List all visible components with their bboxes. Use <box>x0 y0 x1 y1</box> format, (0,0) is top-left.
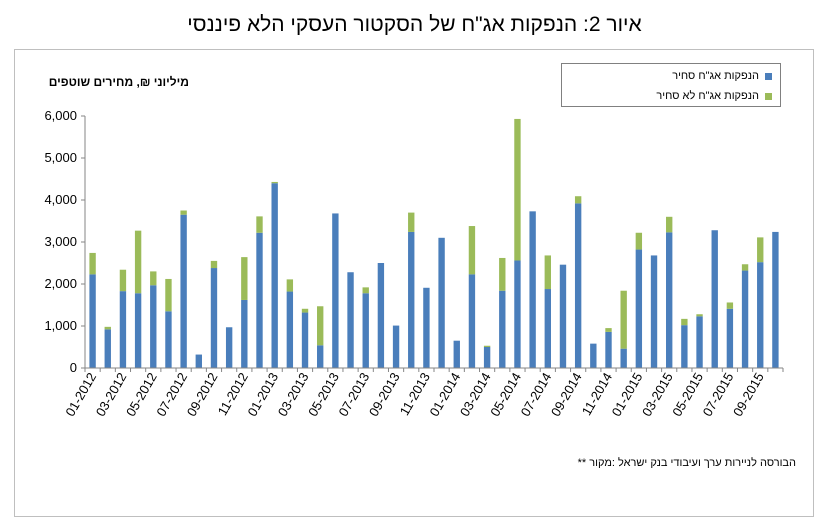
bar-traded <box>150 285 157 368</box>
bar-traded <box>605 331 612 368</box>
bar-traded <box>666 232 673 368</box>
bar-traded <box>165 311 172 368</box>
bar-nontraded <box>362 287 369 294</box>
bar-traded <box>559 264 567 368</box>
bar-nontraded <box>210 260 218 269</box>
bar-nontraded <box>150 271 157 286</box>
bar-traded <box>225 327 233 368</box>
bar-traded <box>256 232 263 368</box>
bar-traded <box>195 354 202 368</box>
bar-traded <box>180 214 187 368</box>
bar-traded <box>377 263 385 368</box>
bar-traded <box>711 230 718 368</box>
bar-nontraded <box>134 230 142 294</box>
bar-traded <box>514 260 521 368</box>
bar-nontraded <box>286 279 294 292</box>
y-tick-label: 1,000 <box>44 318 77 333</box>
bar-traded <box>89 274 96 368</box>
bar-nontraded <box>499 257 506 291</box>
bar-nontraded <box>89 252 96 275</box>
bar-traded <box>362 293 369 368</box>
bar-traded <box>483 347 491 368</box>
bar-traded <box>772 231 779 368</box>
bar-nontraded <box>119 269 127 292</box>
bar-nontraded <box>741 264 749 271</box>
bar-traded <box>271 183 278 368</box>
bar-nontraded <box>574 196 582 204</box>
bar-traded <box>134 293 142 368</box>
bar-traded <box>741 270 749 368</box>
legend-label-traded: הנפקות אג"ח סחיר <box>672 70 759 82</box>
bar-nontraded <box>104 326 111 330</box>
bar-nontraded <box>271 181 278 184</box>
bar-traded <box>544 289 551 368</box>
bar-nontraded <box>468 226 476 275</box>
y-tick-label: 3,000 <box>44 234 77 249</box>
chart-frame <box>14 49 814 517</box>
y-tick-label: 2,000 <box>44 276 77 291</box>
bar-nontraded <box>681 318 688 326</box>
bar-nontraded <box>165 278 172 312</box>
bar-traded <box>438 237 445 368</box>
bar-nontraded <box>317 306 324 346</box>
y-axis-label: מיליוני ₪, מחירים שוטפים <box>48 75 189 89</box>
bar-nontraded <box>696 314 703 317</box>
bar-traded <box>499 290 506 368</box>
bar-traded <box>104 329 111 368</box>
bar-traded <box>392 325 400 368</box>
bar-nontraded <box>180 210 187 215</box>
bar-nontraded <box>666 216 673 233</box>
bar-nontraded <box>635 232 643 250</box>
legend: הנפקות אג"ח סחיר הנפקות אג"ח לא סחיר <box>561 63 781 107</box>
bar-nontraded <box>408 212 415 232</box>
bar-traded <box>696 316 703 368</box>
bar-nontraded <box>241 257 248 300</box>
bar-traded <box>681 325 688 368</box>
bar-nontraded <box>256 216 263 233</box>
bar-nontraded <box>544 255 551 290</box>
bar-traded <box>635 249 643 368</box>
y-tick-label: 5,000 <box>44 150 77 165</box>
y-tick-label: 0 <box>70 360 77 375</box>
bar-traded <box>590 343 597 368</box>
bar-traded <box>332 213 339 368</box>
bar-nontraded <box>757 237 764 263</box>
bar-traded <box>453 340 460 368</box>
chart-title: איור 2: הנפקות אג"ח של הסקטור העסקי הלא … <box>187 13 642 36</box>
bar-traded <box>468 274 476 368</box>
bar-traded <box>301 312 309 368</box>
bar-traded <box>757 262 764 368</box>
bar-traded <box>529 211 536 368</box>
bar-traded <box>119 291 127 368</box>
legend-label-nontraded: הנפקות אג"ח לא סחיר <box>656 90 759 102</box>
bar-traded <box>408 231 415 368</box>
source-note: הבורסה לניירות ערך ועיבודי בנק ישראל :מק… <box>577 457 796 469</box>
legend-swatch-traded <box>765 72 772 80</box>
bar-nontraded <box>301 308 309 313</box>
bar-nontraded <box>620 290 627 349</box>
legend-item-traded: הנפקות אג"ח סחיר <box>672 68 772 84</box>
bar-traded <box>574 203 582 368</box>
bar-traded <box>620 348 627 368</box>
bar-traded <box>650 255 658 368</box>
bar-traded <box>241 299 248 368</box>
bar-traded <box>726 308 734 368</box>
legend-swatch-nontraded <box>765 92 772 100</box>
bar-nontraded <box>605 328 612 332</box>
bar-traded <box>423 287 430 368</box>
bar-traded <box>210 268 218 368</box>
y-tick-label: 4,000 <box>44 192 77 207</box>
y-tick-label: 6,000 <box>44 108 77 123</box>
bar-traded <box>317 345 324 368</box>
bar-nontraded <box>483 345 491 347</box>
bar-traded <box>347 272 354 368</box>
bar-nontraded <box>514 118 521 261</box>
bar-nontraded <box>726 302 734 309</box>
bar-traded <box>286 291 294 368</box>
legend-item-nontraded: הנפקות אג"ח לא סחיר <box>656 88 772 104</box>
